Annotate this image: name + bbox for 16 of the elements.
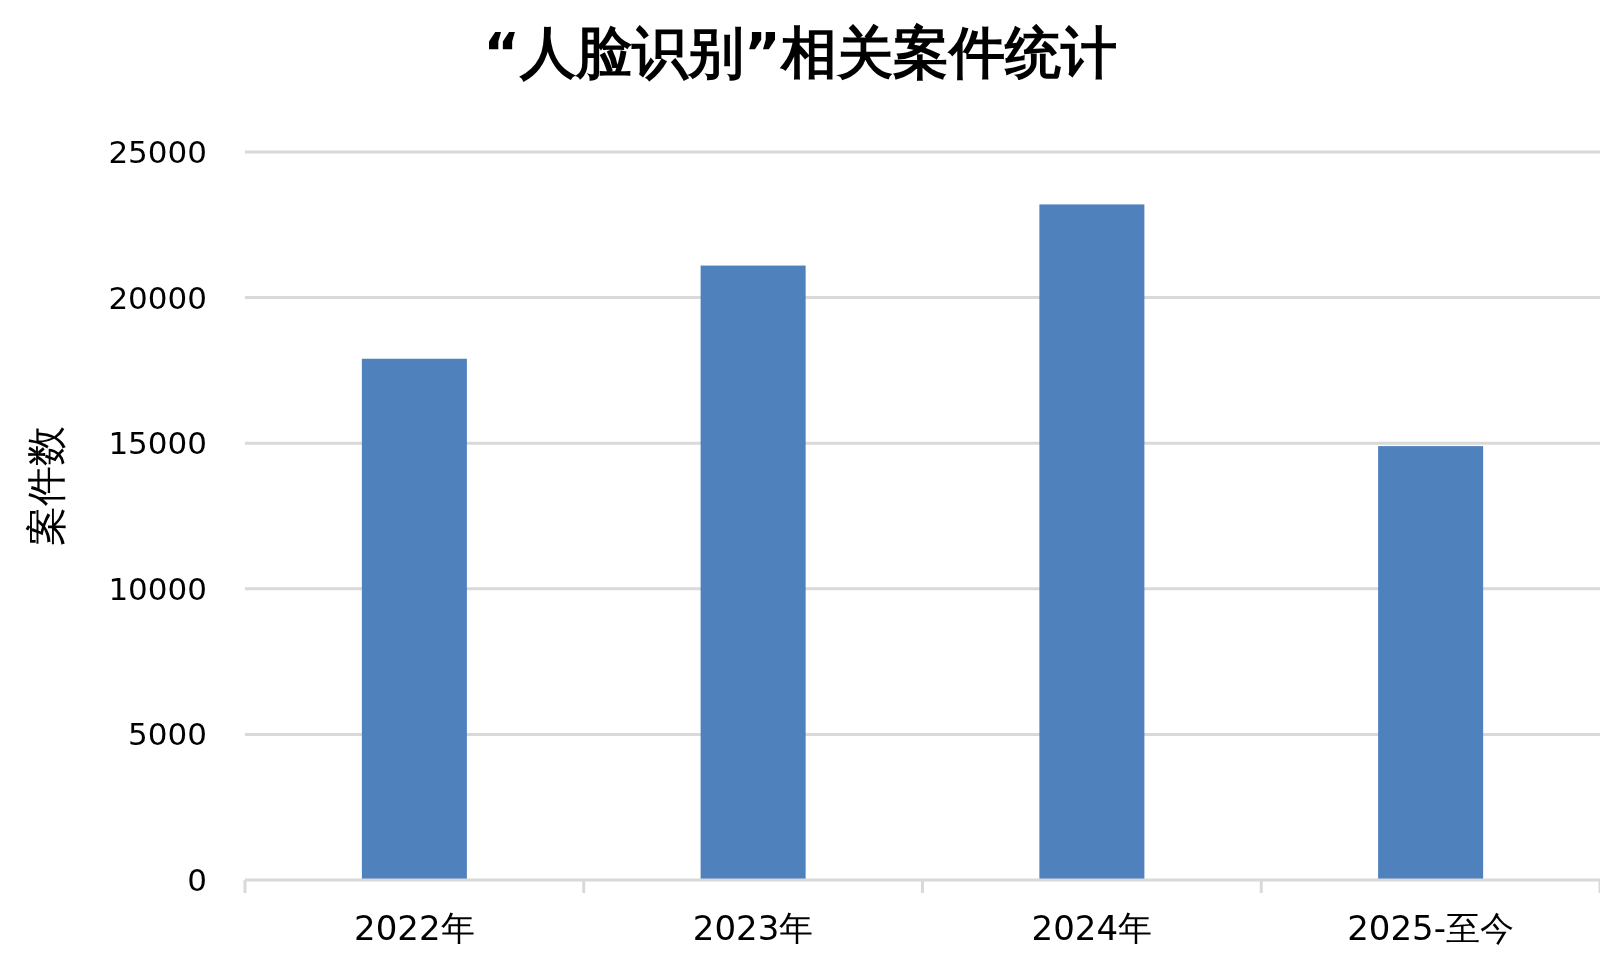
bar: [1378, 446, 1484, 880]
x-tick-label: 2025-至今: [1347, 908, 1515, 948]
y-tick-label: 5000: [128, 716, 207, 753]
x-tick-label: 2023年: [692, 908, 814, 948]
y-axis-title: 案件数: [23, 426, 69, 546]
x-tick-label: 2022年: [354, 908, 475, 948]
chart-title: “人脸识别”相关案件统计: [483, 20, 1117, 85]
y-tick-label: 20000: [108, 279, 207, 316]
y-tick-label: 15000: [108, 425, 207, 462]
y-tick-label: 25000: [108, 134, 207, 170]
y-tick-label: 0: [187, 862, 207, 898]
bar: [361, 358, 467, 880]
y-tick-label: 10000: [108, 570, 207, 607]
bar: [700, 265, 806, 880]
bar: [1039, 204, 1145, 880]
x-tick-label: 2024年: [1031, 908, 1153, 948]
